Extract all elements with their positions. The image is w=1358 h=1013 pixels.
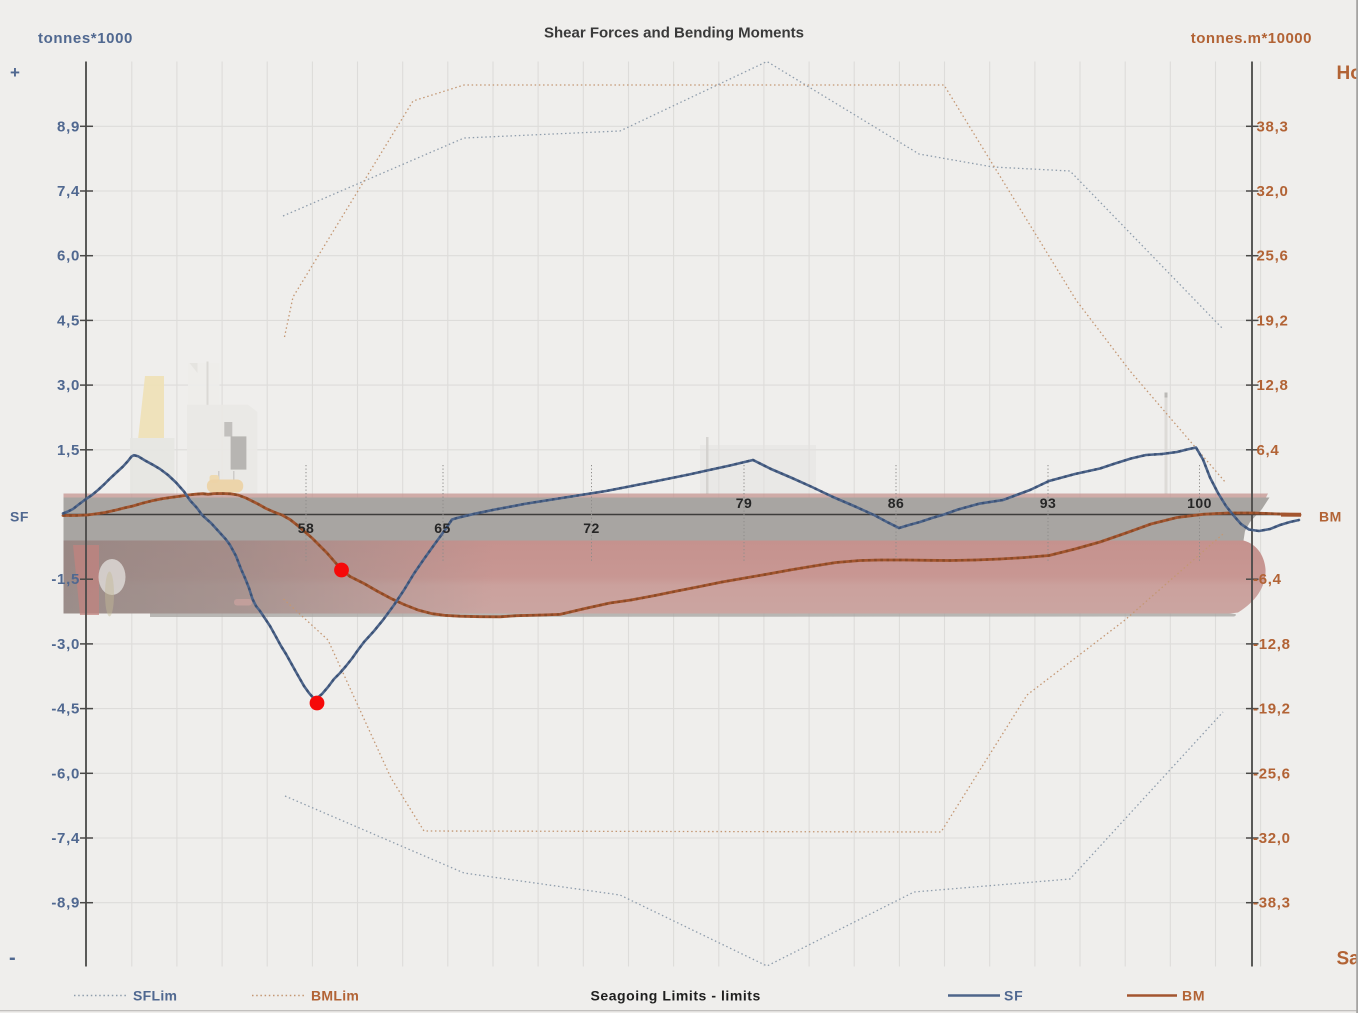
svg-text:6,0: 6,0 bbox=[57, 248, 80, 265]
svg-text:7,4: 7,4 bbox=[57, 183, 80, 200]
svg-text:SFLim: SFLim bbox=[133, 988, 177, 1004]
svg-text:38,3: 38,3 bbox=[1257, 118, 1289, 135]
svg-text:Seagoing Limits - limits: Seagoing Limits - limits bbox=[591, 988, 761, 1004]
svg-text:3,0: 3,0 bbox=[57, 377, 80, 394]
svg-text:-38,3: -38,3 bbox=[1253, 895, 1291, 912]
svg-text:65: 65 bbox=[434, 520, 451, 536]
svg-text:72: 72 bbox=[583, 520, 600, 536]
svg-text:tonnes*1000: tonnes*1000 bbox=[38, 30, 133, 47]
svg-text:-4,5: -4,5 bbox=[51, 701, 80, 718]
svg-text:-19,2: -19,2 bbox=[1253, 701, 1291, 718]
svg-text:19,2: 19,2 bbox=[1257, 312, 1289, 329]
svg-text:25,6: 25,6 bbox=[1257, 248, 1289, 265]
svg-text:4,5: 4,5 bbox=[57, 312, 80, 329]
svg-text:SF: SF bbox=[1004, 988, 1024, 1004]
svg-text:-32,0: -32,0 bbox=[1253, 830, 1291, 847]
svg-text:-7,4: -7,4 bbox=[51, 830, 80, 847]
svg-text:-6,0: -6,0 bbox=[51, 765, 80, 782]
svg-text:SF: SF bbox=[10, 509, 29, 525]
svg-text:BM: BM bbox=[1182, 988, 1205, 1004]
svg-text:100: 100 bbox=[1187, 495, 1212, 511]
svg-text:+: + bbox=[10, 63, 20, 82]
svg-text:79: 79 bbox=[736, 495, 753, 511]
svg-text:BMLim: BMLim bbox=[311, 988, 359, 1004]
svg-text:Shear Forces and Bending Momen: Shear Forces and Bending Moments bbox=[544, 25, 804, 42]
svg-text:32,0: 32,0 bbox=[1257, 183, 1289, 200]
svg-text:-: - bbox=[9, 947, 16, 969]
svg-text:Hog: Hog bbox=[1337, 63, 1358, 84]
svg-text:BM: BM bbox=[1319, 509, 1342, 525]
svg-text:1,5: 1,5 bbox=[57, 442, 80, 459]
svg-text:-12,8: -12,8 bbox=[1253, 636, 1291, 653]
svg-text:-25,6: -25,6 bbox=[1253, 765, 1291, 782]
svg-text:12,8: 12,8 bbox=[1257, 377, 1289, 394]
svg-text:93: 93 bbox=[1040, 495, 1057, 511]
svg-text:58: 58 bbox=[298, 520, 315, 536]
svg-text:-1,5: -1,5 bbox=[51, 571, 80, 588]
svg-text:-3,0: -3,0 bbox=[51, 636, 80, 653]
svg-text:8,9: 8,9 bbox=[57, 118, 80, 135]
svg-text:Sag: Sag bbox=[1337, 949, 1358, 970]
svg-text:tonnes.m*10000: tonnes.m*10000 bbox=[1191, 30, 1312, 47]
svg-text:-6,4: -6,4 bbox=[1253, 571, 1282, 588]
svg-text:86: 86 bbox=[888, 495, 905, 511]
svg-text:6,4: 6,4 bbox=[1257, 442, 1280, 459]
svg-text:-8,9: -8,9 bbox=[51, 895, 80, 912]
